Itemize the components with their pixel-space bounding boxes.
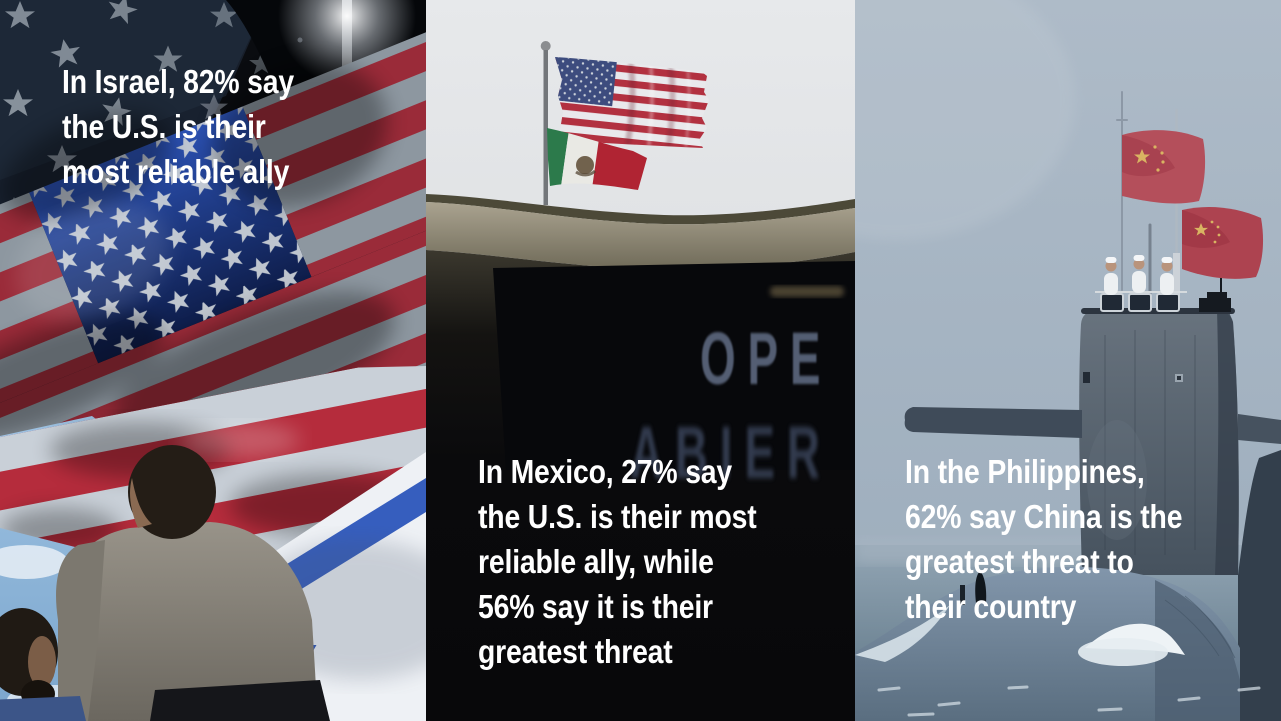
china-flag-upper bbox=[1122, 130, 1206, 204]
dive-planes bbox=[904, 407, 1281, 444]
submarine-hull bbox=[855, 450, 1281, 721]
eagle-emblem bbox=[576, 156, 594, 174]
caption-line: In Mexico, 27% say bbox=[478, 453, 733, 490]
caption-line: 62% say China is the bbox=[905, 498, 1183, 535]
sign-small-text-blur bbox=[770, 286, 844, 297]
periscope-mast-housing bbox=[1199, 278, 1231, 312]
caption-line: greatest threat to bbox=[905, 543, 1134, 580]
caption-line: the U.S. is their bbox=[62, 108, 266, 145]
caption-line: the U.S. is their most bbox=[478, 498, 757, 535]
caption-line: In the Philippines, bbox=[905, 453, 1145, 490]
caption-line: greatest threat bbox=[478, 633, 673, 670]
china-flag-lower bbox=[1182, 206, 1264, 279]
open-sign: OPE ABIER bbox=[493, 261, 855, 495]
caption-line: reliable ally, while bbox=[478, 543, 714, 580]
philippines-caption: In the Philippines, 62% say China is the… bbox=[905, 449, 1183, 629]
philippines-panel: In the Philippines, 62% say China is the… bbox=[855, 0, 1281, 721]
caption-line: 56% say it is their bbox=[478, 588, 713, 625]
mexico-photo: OPE ABIER bbox=[426, 0, 855, 721]
hull-fin bbox=[975, 571, 987, 603]
philippines-photo bbox=[855, 0, 1281, 721]
mexico-panel: OPE ABIER In Mexico, 27% say the U.S. is… bbox=[426, 0, 855, 721]
sailors bbox=[1104, 255, 1174, 295]
israel-panel: In Israel, 82% say the U.S. is their mos… bbox=[0, 0, 426, 721]
caption-line: In Israel, 82% say bbox=[62, 63, 294, 100]
caption-line: most reliable ally bbox=[62, 153, 290, 190]
caption-line: their country bbox=[905, 588, 1077, 625]
submarine-sail bbox=[1079, 308, 1239, 575]
crowd-person-back bbox=[56, 445, 330, 721]
crowd-person-face bbox=[0, 608, 86, 721]
open-sign-text-spanish: ABIER bbox=[630, 412, 832, 495]
mexico-caption: In Mexico, 27% say the U.S. is their mos… bbox=[478, 449, 757, 674]
israel-caption: In Israel, 82% say the U.S. is their mos… bbox=[62, 59, 294, 194]
sea-foam bbox=[855, 605, 1261, 717]
open-sign-text-english: OPE bbox=[700, 318, 832, 401]
flagpole bbox=[540, 41, 551, 205]
israel-photo bbox=[0, 0, 426, 721]
